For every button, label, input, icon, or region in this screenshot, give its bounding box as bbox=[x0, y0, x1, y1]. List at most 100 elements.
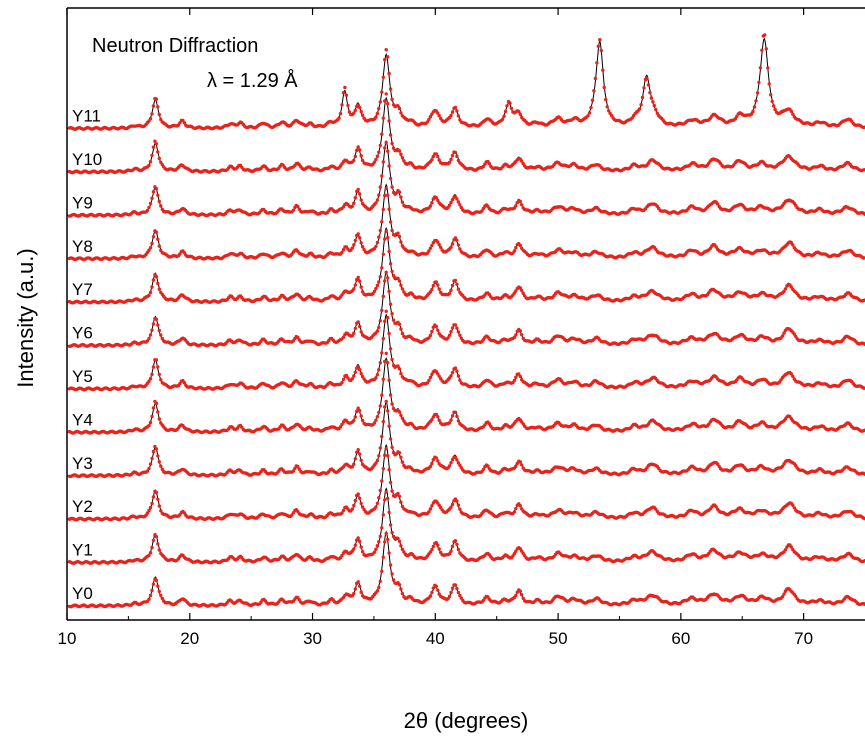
observed-point bbox=[455, 458, 459, 462]
observed-point bbox=[154, 358, 159, 362]
observed-point bbox=[360, 245, 365, 249]
observed-point bbox=[430, 287, 434, 292]
observed-point bbox=[434, 324, 438, 329]
observed-point bbox=[400, 460, 405, 464]
calculated-trace bbox=[67, 140, 865, 216]
observed-point bbox=[359, 241, 363, 245]
observed-point bbox=[455, 369, 459, 373]
observed-point bbox=[148, 116, 153, 121]
observed-point bbox=[380, 220, 384, 224]
observed-point bbox=[375, 373, 380, 377]
observed-point bbox=[428, 290, 433, 294]
observed-point bbox=[148, 505, 153, 510]
observed-point bbox=[374, 157, 378, 162]
observed-point bbox=[387, 331, 391, 336]
observed-point bbox=[428, 375, 433, 380]
observed-point bbox=[518, 374, 522, 379]
observed-point bbox=[453, 150, 458, 155]
observed-point bbox=[450, 110, 455, 114]
observed-point bbox=[427, 249, 431, 253]
observed-point bbox=[353, 326, 357, 331]
observed-point bbox=[518, 329, 522, 333]
observed-point bbox=[358, 409, 362, 413]
observed-point bbox=[151, 145, 156, 149]
observed-points bbox=[67, 92, 865, 175]
observed-point bbox=[156, 105, 160, 109]
observed-point bbox=[770, 99, 774, 104]
observed-point bbox=[154, 401, 159, 406]
observed-point bbox=[380, 174, 384, 178]
observed-point bbox=[157, 287, 161, 291]
observed-point bbox=[150, 372, 154, 377]
observed-point bbox=[358, 368, 362, 372]
observed-point bbox=[150, 112, 154, 116]
observed-point bbox=[430, 372, 434, 376]
observed-point bbox=[360, 113, 365, 117]
observed-point bbox=[390, 445, 394, 449]
observed-point bbox=[374, 244, 378, 249]
observed-point bbox=[356, 232, 360, 236]
observed-point bbox=[350, 204, 354, 209]
observed-point bbox=[487, 422, 491, 426]
observed-point bbox=[358, 236, 362, 240]
observed-point bbox=[502, 114, 506, 118]
observed-point bbox=[340, 380, 344, 385]
observed-point bbox=[157, 328, 161, 333]
observed-point bbox=[375, 329, 380, 333]
observed-point bbox=[780, 334, 785, 338]
observed-point bbox=[458, 333, 462, 337]
observed-point bbox=[352, 111, 356, 115]
observed-point bbox=[791, 112, 795, 116]
observed-point bbox=[157, 112, 161, 117]
observed-point bbox=[347, 110, 352, 114]
observed-point bbox=[427, 378, 431, 383]
observed-point bbox=[505, 104, 509, 108]
calculated-trace bbox=[67, 226, 865, 303]
observed-point bbox=[156, 193, 160, 197]
observed-point bbox=[601, 68, 605, 72]
observed-point bbox=[359, 285, 363, 289]
observed-point bbox=[352, 374, 356, 378]
observed-point bbox=[789, 372, 793, 376]
observed-point bbox=[352, 243, 356, 247]
observed-point bbox=[431, 284, 435, 288]
observed-point bbox=[148, 377, 153, 381]
observed-point bbox=[353, 196, 357, 200]
observed-point bbox=[400, 331, 405, 336]
observed-point bbox=[148, 201, 153, 206]
observed-point bbox=[430, 461, 434, 466]
observed-point bbox=[436, 328, 440, 332]
observed-point bbox=[397, 322, 402, 326]
observed-point bbox=[360, 158, 365, 163]
observed-point bbox=[514, 464, 518, 469]
observed-point bbox=[384, 48, 388, 52]
observed-point bbox=[755, 91, 760, 95]
observed-point bbox=[150, 196, 154, 200]
observed-point bbox=[383, 237, 387, 241]
calculated-trace bbox=[67, 357, 865, 433]
calculated-trace bbox=[67, 400, 865, 477]
observed-point bbox=[449, 374, 453, 378]
observed-point bbox=[380, 393, 384, 397]
observed-point bbox=[374, 376, 378, 380]
observed-point bbox=[386, 361, 390, 365]
observed-point bbox=[436, 283, 440, 287]
observed-point bbox=[156, 454, 160, 458]
observed-point bbox=[648, 90, 652, 95]
observed-point bbox=[182, 381, 187, 385]
observed-point bbox=[381, 252, 385, 256]
observed-point bbox=[772, 104, 776, 108]
observed-point bbox=[159, 117, 163, 122]
observed-point bbox=[151, 278, 156, 282]
observed-point bbox=[602, 85, 606, 90]
observed-point bbox=[381, 419, 385, 424]
observed-point bbox=[377, 193, 381, 197]
observed-point bbox=[397, 451, 402, 455]
observed-point bbox=[154, 275, 159, 279]
calculated-trace bbox=[67, 183, 865, 260]
observed-point bbox=[390, 141, 394, 146]
observed-point bbox=[399, 327, 403, 331]
observed-point bbox=[766, 66, 770, 70]
observed-point bbox=[353, 457, 357, 461]
observed-point bbox=[447, 333, 452, 337]
